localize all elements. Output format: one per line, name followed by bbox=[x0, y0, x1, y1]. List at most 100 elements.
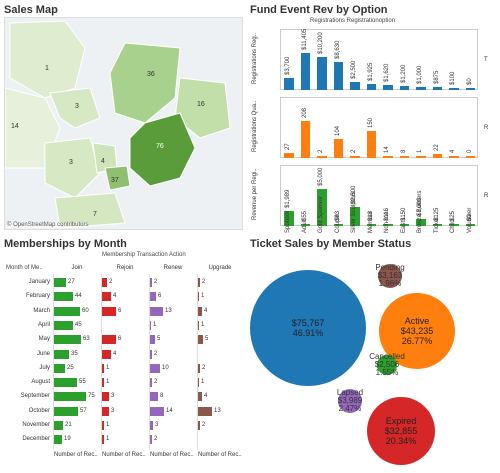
fund-bar[interactable] bbox=[317, 189, 327, 226]
upgrade-bar[interactable] bbox=[198, 335, 203, 345]
fund-bar[interactable] bbox=[350, 156, 360, 158]
fund-value-label: $0 bbox=[466, 78, 473, 85]
upgrade-bar[interactable] bbox=[198, 406, 212, 416]
rejoin-bar[interactable] bbox=[102, 435, 104, 445]
fund-bar[interactable] bbox=[350, 207, 360, 226]
fund-bar[interactable] bbox=[432, 154, 442, 158]
fund-bar[interactable] bbox=[399, 224, 409, 226]
upgrade-bar[interactable] bbox=[198, 421, 200, 430]
bubble[interactable] bbox=[338, 389, 362, 413]
renew-bar[interactable] bbox=[150, 421, 153, 430]
join-bar[interactable] bbox=[54, 278, 66, 287]
renew-bar[interactable] bbox=[150, 292, 156, 302]
join-bar[interactable] bbox=[54, 335, 81, 345]
fund-bar[interactable] bbox=[366, 84, 376, 90]
bubble-chart[interactable]: $75,767 46.91% Active $43,235 26.77% Expired $… bbox=[250, 252, 490, 470]
fund-bar[interactable] bbox=[399, 86, 409, 90]
renew-bar[interactable] bbox=[150, 335, 155, 345]
rejoin-bar[interactable] bbox=[102, 421, 104, 430]
bubble[interactable] bbox=[367, 397, 435, 465]
fund-event-chart[interactable]: Registrations Registrationoption Registr… bbox=[250, 17, 496, 235]
join-bar[interactable] bbox=[54, 435, 62, 445]
renew-bar[interactable] bbox=[150, 320, 151, 330]
join-bar[interactable] bbox=[54, 292, 73, 302]
fund-bar[interactable] bbox=[300, 53, 310, 90]
fund-bar[interactable] bbox=[383, 224, 393, 226]
bubble[interactable] bbox=[378, 264, 402, 288]
fund-bar[interactable] bbox=[416, 87, 426, 90]
bubble[interactable] bbox=[250, 270, 366, 386]
fund-bar[interactable] bbox=[465, 88, 475, 90]
renew-value: 8 bbox=[160, 393, 164, 400]
fund-bar[interactable] bbox=[432, 224, 442, 226]
fund-bar[interactable] bbox=[449, 224, 459, 226]
sales-map[interactable]: 1 14 3 36 16 76 3 4 37 7 © OpenStreetMap… bbox=[4, 17, 243, 230]
rejoin-bar[interactable] bbox=[102, 349, 111, 359]
fund-bar[interactable] bbox=[416, 219, 426, 226]
fund-bar[interactable] bbox=[432, 87, 442, 90]
memberships-table[interactable]: Membership Transaction Action Month of M… bbox=[4, 252, 244, 470]
fund-bar[interactable] bbox=[317, 57, 327, 90]
join-bar[interactable] bbox=[54, 421, 63, 430]
bubble[interactable] bbox=[377, 355, 397, 375]
map-canvas[interactable]: 1 14 3 36 16 76 3 4 37 7 bbox=[5, 18, 243, 230]
join-bar[interactable] bbox=[54, 392, 86, 402]
column-header[interactable]: Upgrade bbox=[208, 265, 232, 271]
column-header[interactable]: Rejoin bbox=[116, 265, 134, 271]
fund-bar[interactable] bbox=[284, 153, 294, 158]
upgrade-bar[interactable] bbox=[198, 278, 200, 287]
upgrade-bar[interactable] bbox=[198, 292, 199, 302]
rejoin-value: 2 bbox=[109, 279, 113, 285]
fund-bar[interactable] bbox=[449, 156, 459, 158]
join-bar[interactable] bbox=[54, 406, 78, 416]
fund-bar[interactable] bbox=[465, 224, 475, 226]
column-header[interactable]: Join bbox=[71, 265, 83, 271]
fund-bar[interactable] bbox=[284, 78, 294, 90]
renew-bar[interactable] bbox=[150, 406, 164, 416]
fund-bar[interactable] bbox=[350, 82, 360, 90]
fund-bar[interactable] bbox=[383, 156, 393, 158]
fund-bar[interactable] bbox=[300, 224, 310, 226]
rejoin-bar[interactable] bbox=[102, 292, 111, 302]
rejoin-bar[interactable] bbox=[102, 378, 104, 388]
upgrade-bar[interactable] bbox=[198, 363, 200, 373]
fund-bar[interactable] bbox=[317, 156, 327, 158]
fund-bar[interactable] bbox=[366, 131, 376, 158]
fund-bar[interactable] bbox=[416, 156, 426, 158]
renew-bar[interactable] bbox=[150, 363, 160, 373]
fund-bar[interactable] bbox=[284, 211, 294, 226]
rejoin-bar[interactable] bbox=[102, 406, 109, 416]
renew-bar[interactable] bbox=[150, 435, 152, 445]
fund-bar[interactable] bbox=[383, 85, 393, 90]
renew-bar[interactable] bbox=[150, 392, 158, 402]
rejoin-bar[interactable] bbox=[102, 363, 104, 373]
fund-bar[interactable] bbox=[300, 121, 310, 158]
column-header[interactable]: Renew bbox=[163, 265, 183, 271]
map-attribution[interactable]: © OpenStreetMap contributors bbox=[7, 222, 89, 228]
fund-bar[interactable] bbox=[333, 224, 343, 226]
join-bar[interactable] bbox=[54, 306, 80, 316]
join-bar[interactable] bbox=[54, 320, 73, 330]
join-bar[interactable] bbox=[54, 363, 65, 373]
rejoin-bar[interactable] bbox=[102, 335, 116, 345]
upgrade-bar[interactable] bbox=[198, 392, 202, 402]
rejoin-bar[interactable] bbox=[102, 306, 116, 316]
fund-bar[interactable] bbox=[449, 88, 459, 90]
renew-bar[interactable] bbox=[150, 278, 152, 287]
fund-bar[interactable] bbox=[465, 156, 475, 158]
rejoin-bar[interactable] bbox=[102, 278, 107, 287]
rejoin-bar[interactable] bbox=[102, 392, 109, 402]
region-label: 3 bbox=[75, 103, 79, 110]
upgrade-bar[interactable] bbox=[198, 320, 199, 330]
fund-bar[interactable] bbox=[366, 224, 376, 226]
renew-bar[interactable] bbox=[150, 306, 163, 316]
join-bar[interactable] bbox=[54, 378, 77, 388]
upgrade-bar[interactable] bbox=[198, 306, 202, 316]
fund-bar[interactable] bbox=[399, 156, 409, 158]
fund-bar[interactable] bbox=[333, 62, 343, 90]
join-bar[interactable] bbox=[54, 349, 69, 359]
renew-bar[interactable] bbox=[150, 349, 152, 359]
renew-bar[interactable] bbox=[150, 378, 152, 388]
upgrade-bar[interactable] bbox=[198, 378, 199, 388]
fund-bar[interactable] bbox=[333, 139, 343, 158]
